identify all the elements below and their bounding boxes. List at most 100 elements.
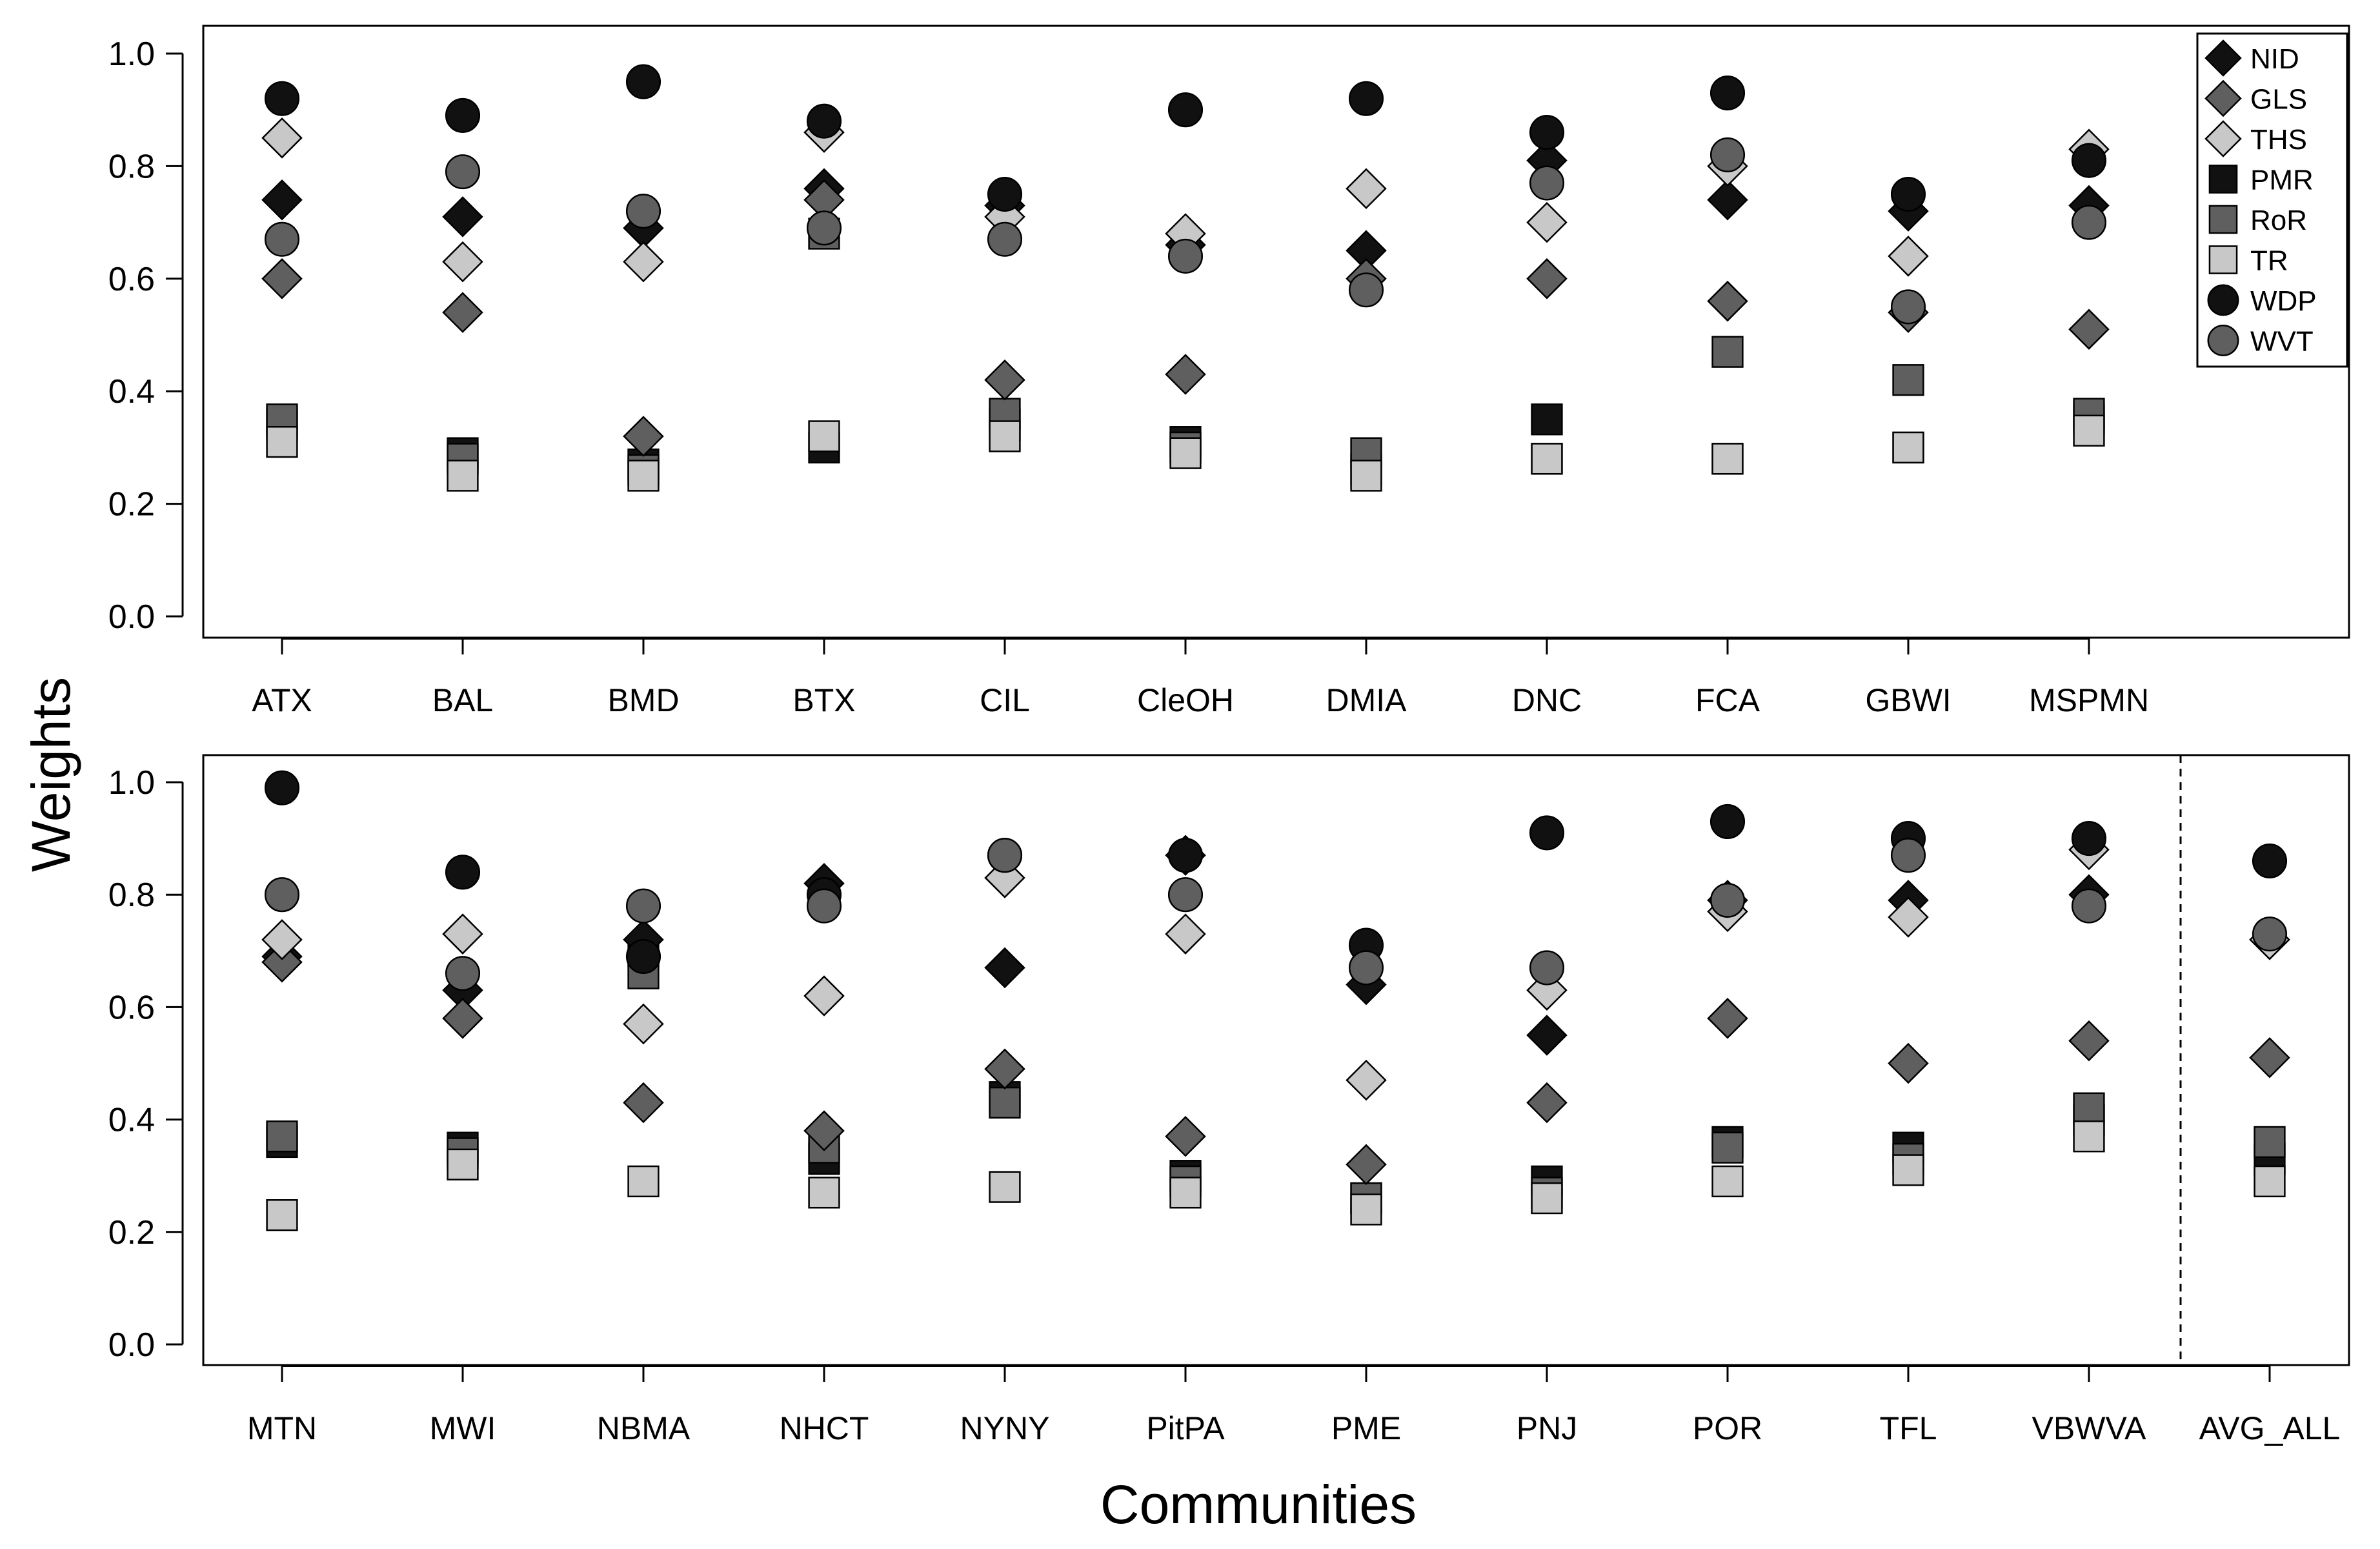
y-axis-title: Weights — [21, 677, 81, 872]
x-tick-label-bmd: BMD — [607, 682, 679, 718]
point-gls-cil — [984, 359, 1025, 401]
point-gls-atx — [261, 258, 303, 299]
point-wdp-pnj — [1529, 815, 1565, 851]
legend-label-ths: THS — [2250, 124, 2307, 156]
y-tick-label: 0.8 — [108, 876, 155, 914]
data-points — [261, 64, 2110, 492]
x-tick-label-btx: BTX — [792, 682, 855, 718]
point-gls-mwi — [442, 998, 483, 1039]
point-wvt-mspmn — [2071, 205, 2107, 240]
point-pmr-dnc — [1531, 403, 1563, 436]
point-tr-fca — [1711, 443, 1744, 475]
legend-item-wdp: WDP — [2207, 284, 2317, 317]
point-ths-nbma — [623, 1003, 664, 1045]
y-tick-label: 0.0 — [108, 1326, 155, 1364]
x-tick-label-gbwi: GBWI — [1865, 682, 1951, 718]
point-wvt-bmd — [625, 194, 661, 229]
legend-marker-wdp — [2207, 284, 2239, 316]
plot-frame — [202, 25, 2350, 639]
point-ths-bal — [442, 241, 483, 283]
point-wdp-por — [1709, 804, 1746, 840]
point-wvt-cil — [987, 221, 1023, 257]
point-gls-cleoh — [1165, 354, 1206, 395]
point-ths-bmd — [623, 241, 664, 283]
point-wdp-atx — [264, 81, 300, 116]
legend-label-tr: TR — [2250, 245, 2288, 277]
point-wvt-pitpa — [1167, 877, 1204, 913]
x-tick-label-por: POR — [1693, 1410, 1762, 1446]
x-tick-label-avg-all: AVG_ALL — [2199, 1410, 2341, 1446]
x-tick-label-pnj: PNJ — [1517, 1410, 1577, 1446]
point-tr-vbwva — [2073, 1120, 2105, 1153]
point-gls-pme — [1346, 1144, 1387, 1186]
y-tick-label: 0.2 — [108, 1214, 155, 1251]
point-ror-por — [1711, 1131, 1744, 1164]
point-gls-dnc — [1526, 258, 1568, 299]
legend-label-gls: GLS — [2250, 84, 2307, 116]
y-tick-label: 0.0 — [108, 598, 155, 636]
point-nid-fca — [1707, 179, 1748, 221]
point-gls-pnj — [1526, 1082, 1568, 1124]
point-nid-atx — [261, 179, 303, 221]
point-tr-tfl — [1892, 1154, 1924, 1186]
y-tick-label: 0.6 — [108, 989, 155, 1026]
x-tick-label-nyny: NYNY — [960, 1410, 1050, 1446]
legend-item-ths: THS — [2204, 120, 2307, 157]
point-wvt-atx — [264, 221, 300, 257]
point-wdp-fca — [1709, 75, 1746, 111]
plot-frame — [202, 754, 2350, 1366]
point-wdp-dnc — [1529, 115, 1565, 150]
x-tick-label-bal: BAL — [432, 682, 494, 718]
legend-marker-nid — [2204, 39, 2242, 77]
point-ror-nyny — [989, 1086, 1021, 1119]
x-tick-label-nhct: NHCT — [780, 1410, 869, 1446]
point-gls-nbma — [623, 1082, 664, 1124]
x-tick-label-fca: FCA — [1695, 682, 1760, 718]
x-tick-label-mwi: MWI — [430, 1410, 496, 1446]
point-gls-bmd — [623, 416, 664, 457]
y-tick-label: 0.4 — [108, 373, 155, 410]
point-wdp-nbma — [625, 938, 661, 975]
x-tick-label-nbma: NBMA — [597, 1410, 691, 1446]
point-wdp-dmia — [1348, 81, 1384, 116]
point-gls-nhct — [803, 1110, 845, 1151]
point-wdp-mwi — [445, 855, 481, 890]
point-gls-nyny — [984, 1048, 1025, 1089]
y-tick-label: 0.8 — [108, 148, 155, 185]
point-ths-dnc — [1526, 201, 1568, 243]
x-tick-label-mtn: MTN — [247, 1410, 317, 1446]
point-tr-cleoh — [1169, 437, 1202, 469]
point-ths-nhct — [803, 975, 845, 1017]
x-axis-title: Communities — [1100, 1474, 1417, 1535]
point-ths-atx — [261, 117, 303, 159]
legend-item-gls: GLS — [2204, 79, 2307, 117]
y-tick-label: 0.2 — [108, 486, 155, 523]
x-tick-label-cil: CIL — [980, 682, 1030, 718]
point-tr-dnc — [1531, 443, 1563, 475]
point-wdp-vbwva — [2071, 821, 2107, 856]
point-gls-mtn — [261, 941, 303, 983]
point-gls-por — [1707, 998, 1748, 1039]
y-tick-label: 1.0 — [108, 35, 155, 73]
legend-item-pmr: PMR — [2208, 165, 2314, 196]
top-panel: 0.0 0.2 0.4 0.6 0.8 1.0 ATX BAL BMD BTX CIL CleOH DM… — [108, 25, 2350, 718]
point-wvt-fca — [1709, 137, 1746, 173]
point-wdp-gbwi — [1890, 176, 1926, 212]
point-nid-pnj — [1526, 1015, 1568, 1056]
point-tr-bal — [447, 460, 479, 492]
legend-item-wvt: WVT — [2207, 325, 2314, 358]
point-wdp-pitpa — [1167, 838, 1204, 873]
point-tr-atx — [266, 426, 298, 458]
point-gls-pitpa — [1165, 1115, 1206, 1157]
x-tick-label-tfl: TFL — [1880, 1410, 1937, 1446]
point-tr-mspmn — [2073, 414, 2105, 447]
point-wvt-por — [1709, 882, 1746, 918]
point-tr-gbwi — [1892, 431, 1924, 464]
legend-label-wdp: WDP — [2250, 285, 2317, 317]
point-wvt-tfl — [1890, 838, 1926, 873]
point-ths-dmia — [1346, 168, 1387, 210]
point-wdp-avg-all — [2252, 843, 2288, 878]
legend-item-tr: TR — [2208, 245, 2288, 277]
point-wvt-pnj — [1529, 950, 1565, 986]
point-wvt-nhct — [806, 888, 842, 924]
